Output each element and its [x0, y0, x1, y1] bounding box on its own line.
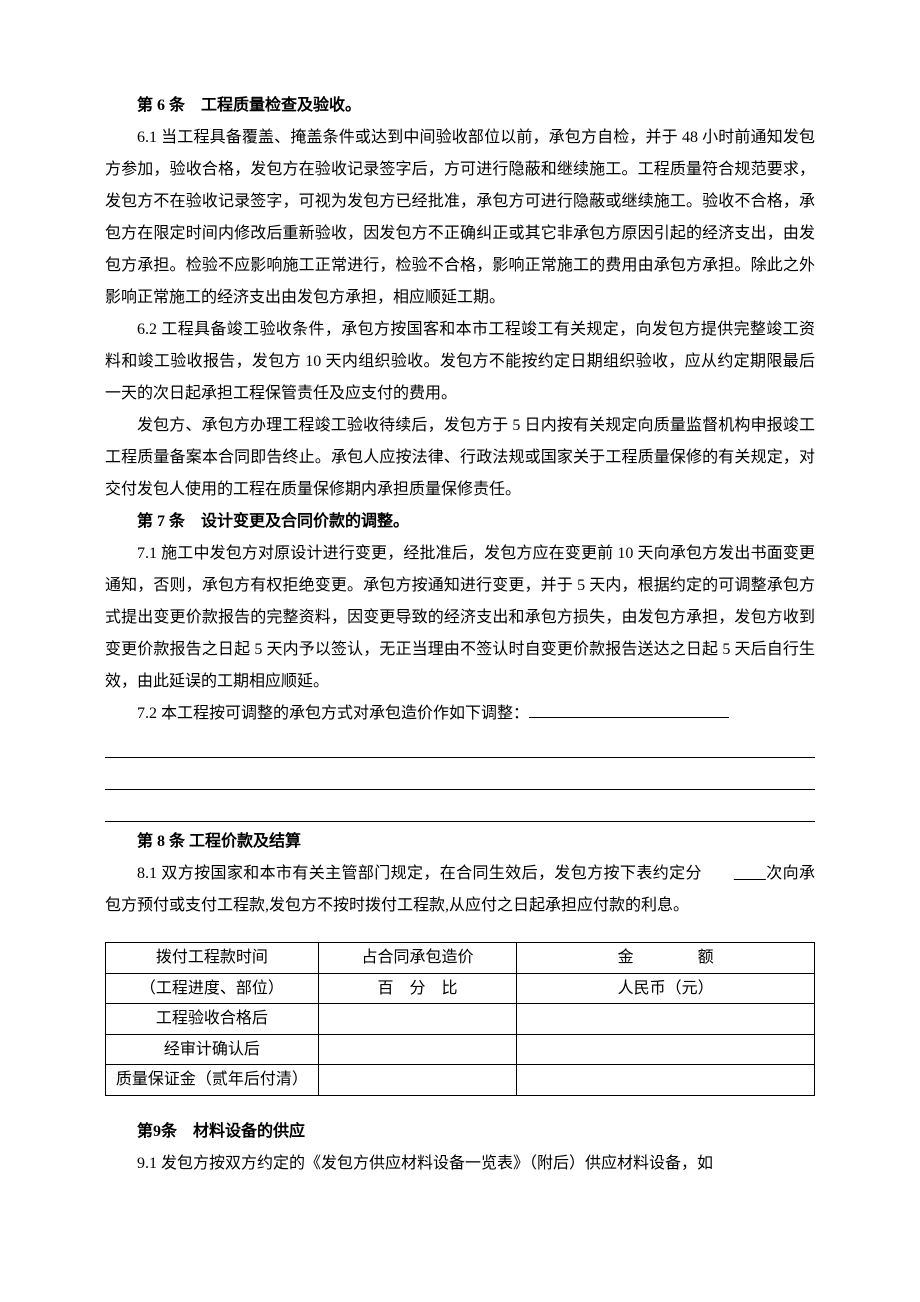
header-percent: 占合同承包造价	[318, 943, 517, 974]
header-time: 拨付工程款时间	[106, 943, 319, 974]
article-9-1: 9.1 发包方按双方约定的《发包方供应材料设备一览表》（附后）供应材料设备，如	[105, 1148, 815, 1180]
blank-line-2	[105, 762, 815, 790]
article-8-1: 8.1 双方按国家和本市有关主管部门规定，在合同生效后，发包方按下表约定分 次向…	[105, 858, 815, 922]
header-time-sub: （工程进度、部位）	[106, 973, 319, 1004]
row1-percent	[318, 1004, 517, 1035]
row1-amount	[517, 1004, 815, 1035]
article-6-1: 6.1 当工程具备覆盖、掩盖条件或达到中间验收部位以前，承包方自检，并于 48 …	[105, 122, 815, 314]
row1-label: 工程验收合格后	[106, 1004, 319, 1035]
article-6-2: 6.2 工程具备竣工验收条件，承包方按国客和本市工程竣工有关规定，向发包方提供完…	[105, 314, 815, 410]
blank-line-1	[105, 730, 815, 758]
article-6-title: 第 6 条 工程质量检查及验收。	[105, 90, 815, 122]
article-8-1-pre: 8.1 双方按国家和本市有关主管部门规定，在合同生效后，发包方按下表约定分	[137, 865, 702, 882]
table-row: 经审计确认后	[106, 1034, 815, 1065]
blank-inline	[529, 717, 729, 718]
article-7-title: 第 7 条 设计变更及合同价款的调整。	[105, 506, 815, 538]
article-7-2: 7.2 本工程按可调整的承包方式对承包造价作如下调整：	[105, 698, 815, 730]
header-percent-sub: 百 分 比	[318, 973, 517, 1004]
article-7-2-text: 7.2 本工程按可调整的承包方式对承包造价作如下调整：	[137, 705, 529, 722]
row3-label: 质量保证金（贰年后付清）	[106, 1065, 319, 1096]
table-row: 质量保证金（贰年后付清）	[106, 1065, 815, 1096]
header-amount-sub: 人民币（元）	[517, 973, 815, 1004]
table-row: 工程验收合格后	[106, 1004, 815, 1035]
row2-amount	[517, 1034, 815, 1065]
blank-count	[702, 858, 766, 890]
row2-label: 经审计确认后	[106, 1034, 319, 1065]
payment-table: 拨付工程款时间 占合同承包造价 金 额 （工程进度、部位） 百 分 比 人民币（…	[105, 942, 815, 1096]
article-9-title: 第9条 材料设备的供应	[105, 1116, 815, 1148]
header-amount: 金 额	[517, 943, 815, 974]
blank-line-3	[105, 794, 815, 822]
table-header-row-2: （工程进度、部位） 百 分 比 人民币（元）	[106, 973, 815, 1004]
row2-percent	[318, 1034, 517, 1065]
article-8-title: 第 8 条 工程价款及结算	[105, 826, 815, 858]
table-header-row-1: 拨付工程款时间 占合同承包造价 金 额	[106, 943, 815, 974]
article-6-2b: 发包方、承包方办理工程竣工验收待续后，发包方于 5 日内按有关规定向质量监督机构…	[105, 410, 815, 506]
row3-amount	[517, 1065, 815, 1096]
row3-percent	[318, 1065, 517, 1096]
article-7-1: 7.1 施工中发包方对原设计进行变更，经批准后，发包方应在变更前 10 天向承包…	[105, 538, 815, 698]
